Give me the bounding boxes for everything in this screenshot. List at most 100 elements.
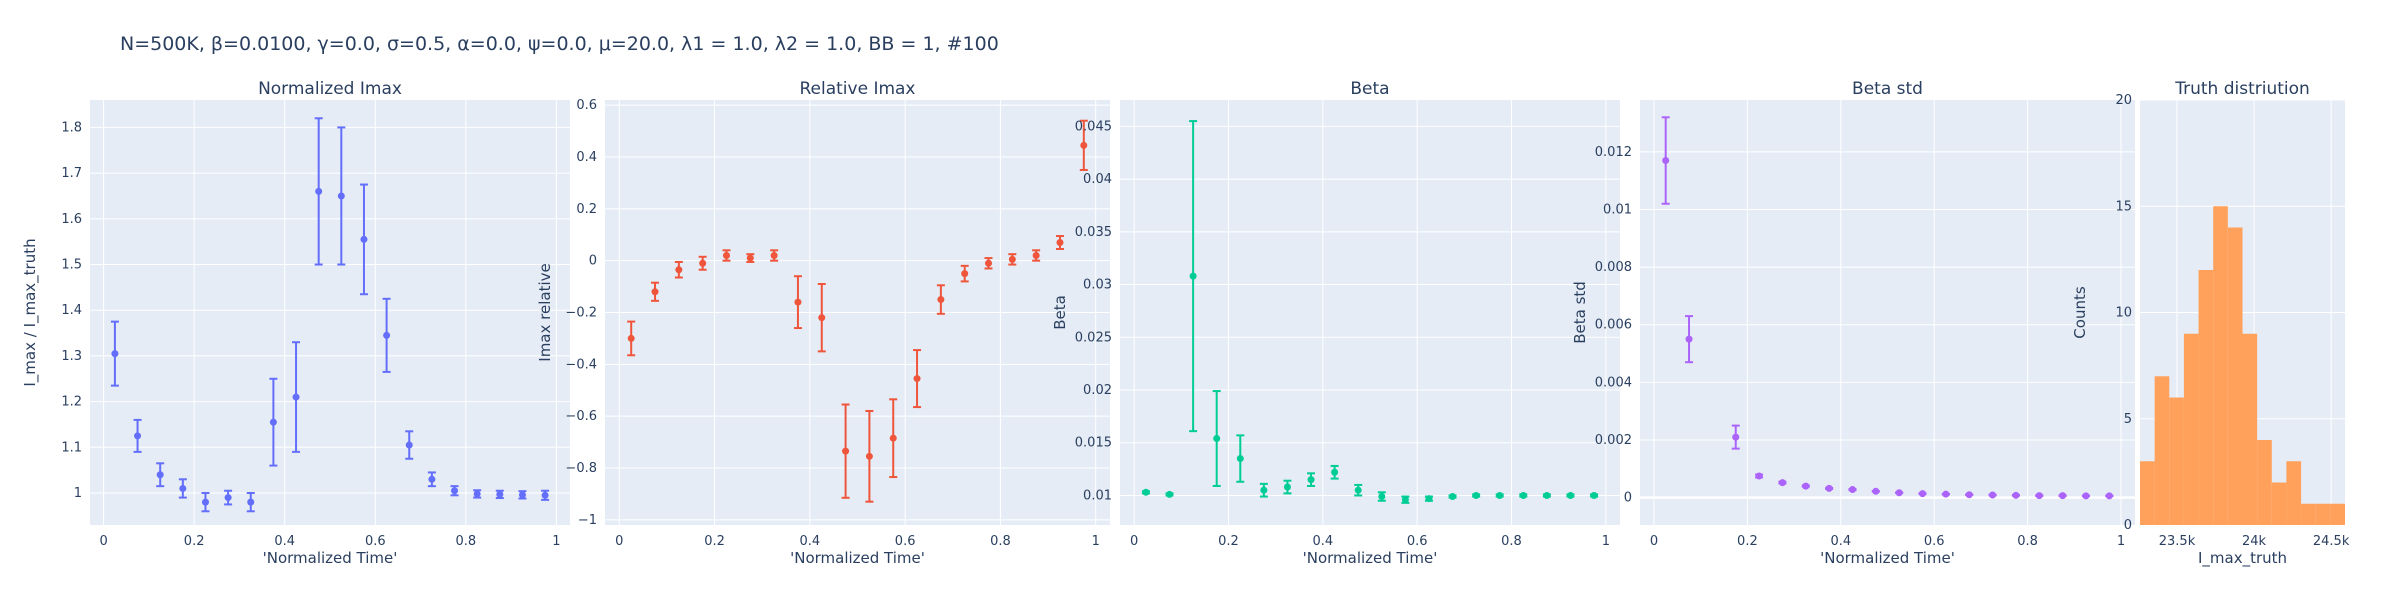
data-point xyxy=(111,350,119,358)
x-tick-label: 0 xyxy=(99,534,107,549)
data-point xyxy=(1260,486,1268,494)
data-point xyxy=(134,432,142,440)
data-point xyxy=(269,418,277,426)
subplot-title: Relative Imax xyxy=(799,79,915,99)
data-point xyxy=(1590,491,1598,499)
x-tick-label: 23.5k xyxy=(2159,534,2196,549)
y-tick-label: −1 xyxy=(578,513,597,528)
y-tick-label: 1.5 xyxy=(61,258,82,273)
x-tick-label: 0 xyxy=(1130,534,1138,549)
data-point xyxy=(1307,476,1315,484)
x-tick-label: 0.2 xyxy=(704,534,725,549)
y-tick-label: 10 xyxy=(2115,306,2132,321)
data-point xyxy=(2012,491,2020,499)
data-point xyxy=(428,475,436,483)
histogram-bar xyxy=(2286,461,2302,525)
y-axis-label: Counts xyxy=(2071,286,2089,339)
data-point xyxy=(315,187,323,195)
histogram-bar xyxy=(2257,440,2272,525)
data-point xyxy=(1008,255,1016,263)
x-tick-label: 0.2 xyxy=(184,534,205,549)
gridlines xyxy=(90,100,570,525)
data-point xyxy=(1032,251,1040,259)
data-point xyxy=(518,491,526,499)
plot-area xyxy=(1120,100,1620,525)
histogram-bar xyxy=(2183,333,2199,525)
y-tick-label: 0.01 xyxy=(1603,202,1632,217)
histogram-bar xyxy=(2140,461,2155,525)
y-tick-label: 1.7 xyxy=(61,166,82,181)
y-tick-label: 0.4 xyxy=(576,150,597,165)
y-tick-label: 0.2 xyxy=(576,202,597,217)
data-point xyxy=(1872,487,1880,495)
data-point xyxy=(247,498,255,506)
x-axis-label: 'Normalized Time' xyxy=(790,549,925,567)
data-point xyxy=(746,254,754,262)
data-point xyxy=(201,498,209,506)
y-tick-label: −0.2 xyxy=(565,306,597,321)
x-tick-label: 0.6 xyxy=(365,534,386,549)
data-point xyxy=(1755,472,1763,480)
data-point xyxy=(1519,491,1527,499)
x-tick-label: 0.8 xyxy=(2017,534,2038,549)
data-point xyxy=(770,251,778,259)
histogram-bar xyxy=(2213,206,2228,525)
y-tick-label: 0.025 xyxy=(1075,330,1112,345)
tick-labels: 0 0.2 0.4 0.6 0.8 1 1 1.1 1.2 1.3 1.4 1.5 1.6 1.7 1.8 xyxy=(61,120,560,549)
y-tick-label: 0.04 xyxy=(1083,172,1112,187)
y-tick-label: 15 xyxy=(2115,199,2132,214)
y-tick-label: 20 xyxy=(2115,93,2132,108)
data-point xyxy=(1056,239,1064,247)
panel-4: 0 0.2 0.4 0.6 0.8 100.0020.0040.0060.0080.010… xyxy=(1571,79,2135,567)
data-point xyxy=(1989,491,1997,499)
y-axis-label: Beta xyxy=(1051,295,1069,330)
x-tick-label: 0.8 xyxy=(1501,534,1522,549)
data-point xyxy=(1895,489,1903,497)
panel-3: 0 0.2 0.4 0.6 0.8 1 0.01 0.015 0.02 0.025 0.03 0.03… xyxy=(1051,79,1620,567)
data-point xyxy=(1802,482,1810,490)
x-axis-label: I_max_truth xyxy=(2198,549,2287,568)
data-point xyxy=(961,270,969,278)
data-point xyxy=(1166,490,1174,498)
x-tick-label: 1 xyxy=(2117,534,2125,549)
x-tick-label: 0.2 xyxy=(1737,534,1758,549)
subplot-title: Normalized Imax xyxy=(258,79,402,99)
data-point xyxy=(1662,157,1670,165)
y-tick-label: 0.6 xyxy=(576,98,597,113)
y-tick-label: 0.008 xyxy=(1595,260,1632,275)
panel-1: 0 0.2 0.4 0.6 0.8 1 1 1.1 1.2 1.3 1.4 1.5 1.6 1.7 1.8 N… xyxy=(21,79,570,567)
data-point xyxy=(937,296,945,304)
y-tick-label: −0.8 xyxy=(565,461,597,476)
data-point xyxy=(2105,492,2113,500)
histogram-bar xyxy=(2301,503,2316,525)
data-point xyxy=(224,494,232,502)
data-point xyxy=(405,441,413,449)
x-tick-label: 0.4 xyxy=(274,534,295,549)
figure-title: N=500K, β=0.0100, γ=0.0, σ=0.5, α=0.0, ψ… xyxy=(120,33,999,55)
y-tick-label: 1.6 xyxy=(61,212,82,227)
data-point xyxy=(722,251,730,259)
y-tick-label: 0.006 xyxy=(1595,318,1632,333)
tick-labels: 23.5k 24k 24.5k 0 5 10 15 20 xyxy=(2115,93,2349,549)
histogram-bar xyxy=(2154,376,2170,525)
y-tick-label: 0 xyxy=(2124,518,2132,533)
data-point xyxy=(842,447,850,455)
data-point xyxy=(2082,492,2090,500)
data-point xyxy=(889,434,897,442)
data-point xyxy=(1732,433,1740,441)
x-tick-label: 1 xyxy=(1092,534,1100,549)
y-tick-label: 5 xyxy=(2124,412,2132,427)
subplots: 0 0.2 0.4 0.6 0.8 1 1 1.1 1.2 1.3 1.4 1.5 1.6 1.7 1.8 N… xyxy=(21,79,2350,568)
x-tick-label: 0.6 xyxy=(1924,534,1945,549)
histogram-bar xyxy=(2330,503,2345,525)
data-point xyxy=(627,334,635,342)
x-tick-label: 24.5k xyxy=(2313,534,2350,549)
data-point xyxy=(1283,483,1291,491)
data-point xyxy=(1825,484,1833,492)
data-point xyxy=(1189,272,1197,280)
y-tick-label: 0 xyxy=(589,254,597,269)
data-marks xyxy=(110,117,550,513)
tick-labels: 0 0.2 0.4 0.6 0.8 1 0 0.002 0.004 0.006 0.008 0.01 0… xyxy=(1595,145,2125,549)
data-point xyxy=(1354,486,1362,494)
y-tick-label: 1 xyxy=(74,486,82,501)
